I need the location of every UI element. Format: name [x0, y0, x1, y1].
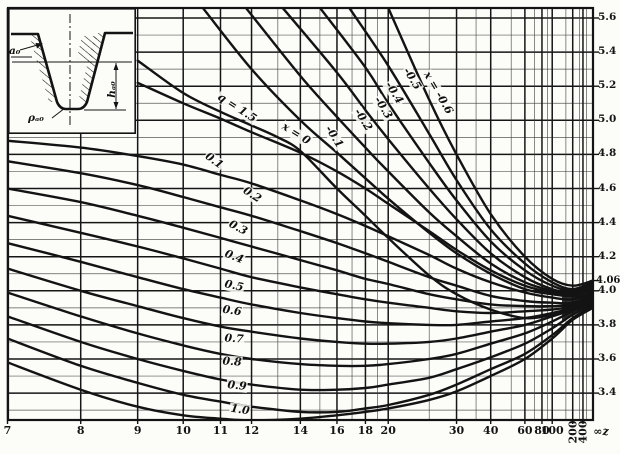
y-axis-tick-label: 4.0 — [598, 283, 617, 296]
x-axis-tick-label: 20 — [380, 424, 396, 437]
right-upper-hatch — [77, 36, 98, 66]
y-axis-tick-label: 5.2 — [598, 79, 617, 92]
inset-frame — [8, 8, 136, 134]
left-flank-hatch — [29, 34, 57, 102]
inset-label-addendum: hₐ₀ — [105, 81, 118, 98]
x-axis-tick-label: 60 — [517, 424, 533, 437]
y-axis-tick-label: 4.8 — [598, 147, 617, 160]
y-axis-tick-label: 3.8 — [598, 317, 617, 330]
x-axis-tick-label: 12 — [243, 424, 260, 437]
y-axis-tick-label: 4.4 — [598, 215, 617, 228]
y-axis-tick-label: 5.0 — [598, 113, 617, 126]
curve--0.3 — [281, 8, 593, 294]
y-axis-tick-label: 5.4 — [598, 45, 617, 58]
ha0-arrow-bottom — [113, 102, 119, 109]
alpha-arrow — [35, 43, 43, 49]
tooth-profile-outline — [11, 31, 133, 111]
curve--0.1 — [201, 8, 593, 298]
inset-label-radius: ρₐ₀ — [28, 112, 44, 124]
curve-label: 0.8 — [221, 354, 243, 370]
x-axis-tick-label: 400 — [576, 420, 590, 444]
x-axis-tick-label: 10 — [175, 424, 191, 437]
x-axis-tick-label: 16 — [329, 424, 345, 437]
y-axis-tick-label: 4.2 — [598, 249, 617, 262]
x-axis-tick-label: 11 — [212, 424, 229, 437]
y-axis-tick-label: 4.6 — [598, 181, 617, 194]
x-axis-tick-label: 9 — [133, 424, 142, 437]
x-axis-tick-label: 18 — [357, 424, 374, 437]
curve-0.3 — [8, 187, 593, 308]
curve--0.2 — [244, 8, 593, 296]
ha0-arrow-top — [113, 63, 119, 70]
x-axis-tick-label: 80 — [534, 424, 550, 437]
y-axis-tick-label: 4.06 — [596, 274, 620, 286]
y-axis-tick-label: 5.6 — [598, 11, 617, 23]
x-axis-tick-label: 8 — [76, 424, 85, 437]
inset-label-alpha: a₀ — [9, 45, 21, 57]
curve-q=1.5 — [136, 59, 593, 320]
x-axis-tick-label: 14 — [292, 424, 308, 437]
tooth-profile-inset — [8, 8, 136, 134]
curve--0.5 — [348, 8, 593, 291]
x-axis-infinity-label: ∞z — [593, 425, 609, 438]
curve-0.5 — [8, 242, 593, 327]
curve-1.0 — [8, 306, 593, 420]
curve-x=-0.6 — [387, 8, 593, 287]
curve-0.1 — [8, 139, 593, 301]
rho-leader — [51, 107, 66, 119]
curve-0.7 — [8, 291, 593, 368]
y-axis-tick-label: 3.6 — [598, 352, 617, 364]
x-axis-tick-label: 7 — [3, 424, 12, 437]
x-axis-tick-label: 100 — [540, 424, 564, 437]
right-flank-hatch — [78, 33, 105, 102]
curve-0.4 — [8, 214, 593, 315]
curve-convergence-knot — [562, 284, 592, 322]
y-axis-tick-label: 3.4 — [598, 386, 617, 399]
curve-0.2 — [8, 160, 593, 305]
curve-label: 0.9 — [225, 378, 248, 394]
x-axis-tick-label: 40 — [483, 424, 499, 437]
curve-0.9 — [8, 304, 593, 414]
curve-0.8 — [8, 303, 593, 392]
x-axis-tick-label: 30 — [448, 424, 465, 437]
curve-label: 0.7 — [222, 330, 245, 346]
curve-0.6 — [8, 267, 593, 346]
